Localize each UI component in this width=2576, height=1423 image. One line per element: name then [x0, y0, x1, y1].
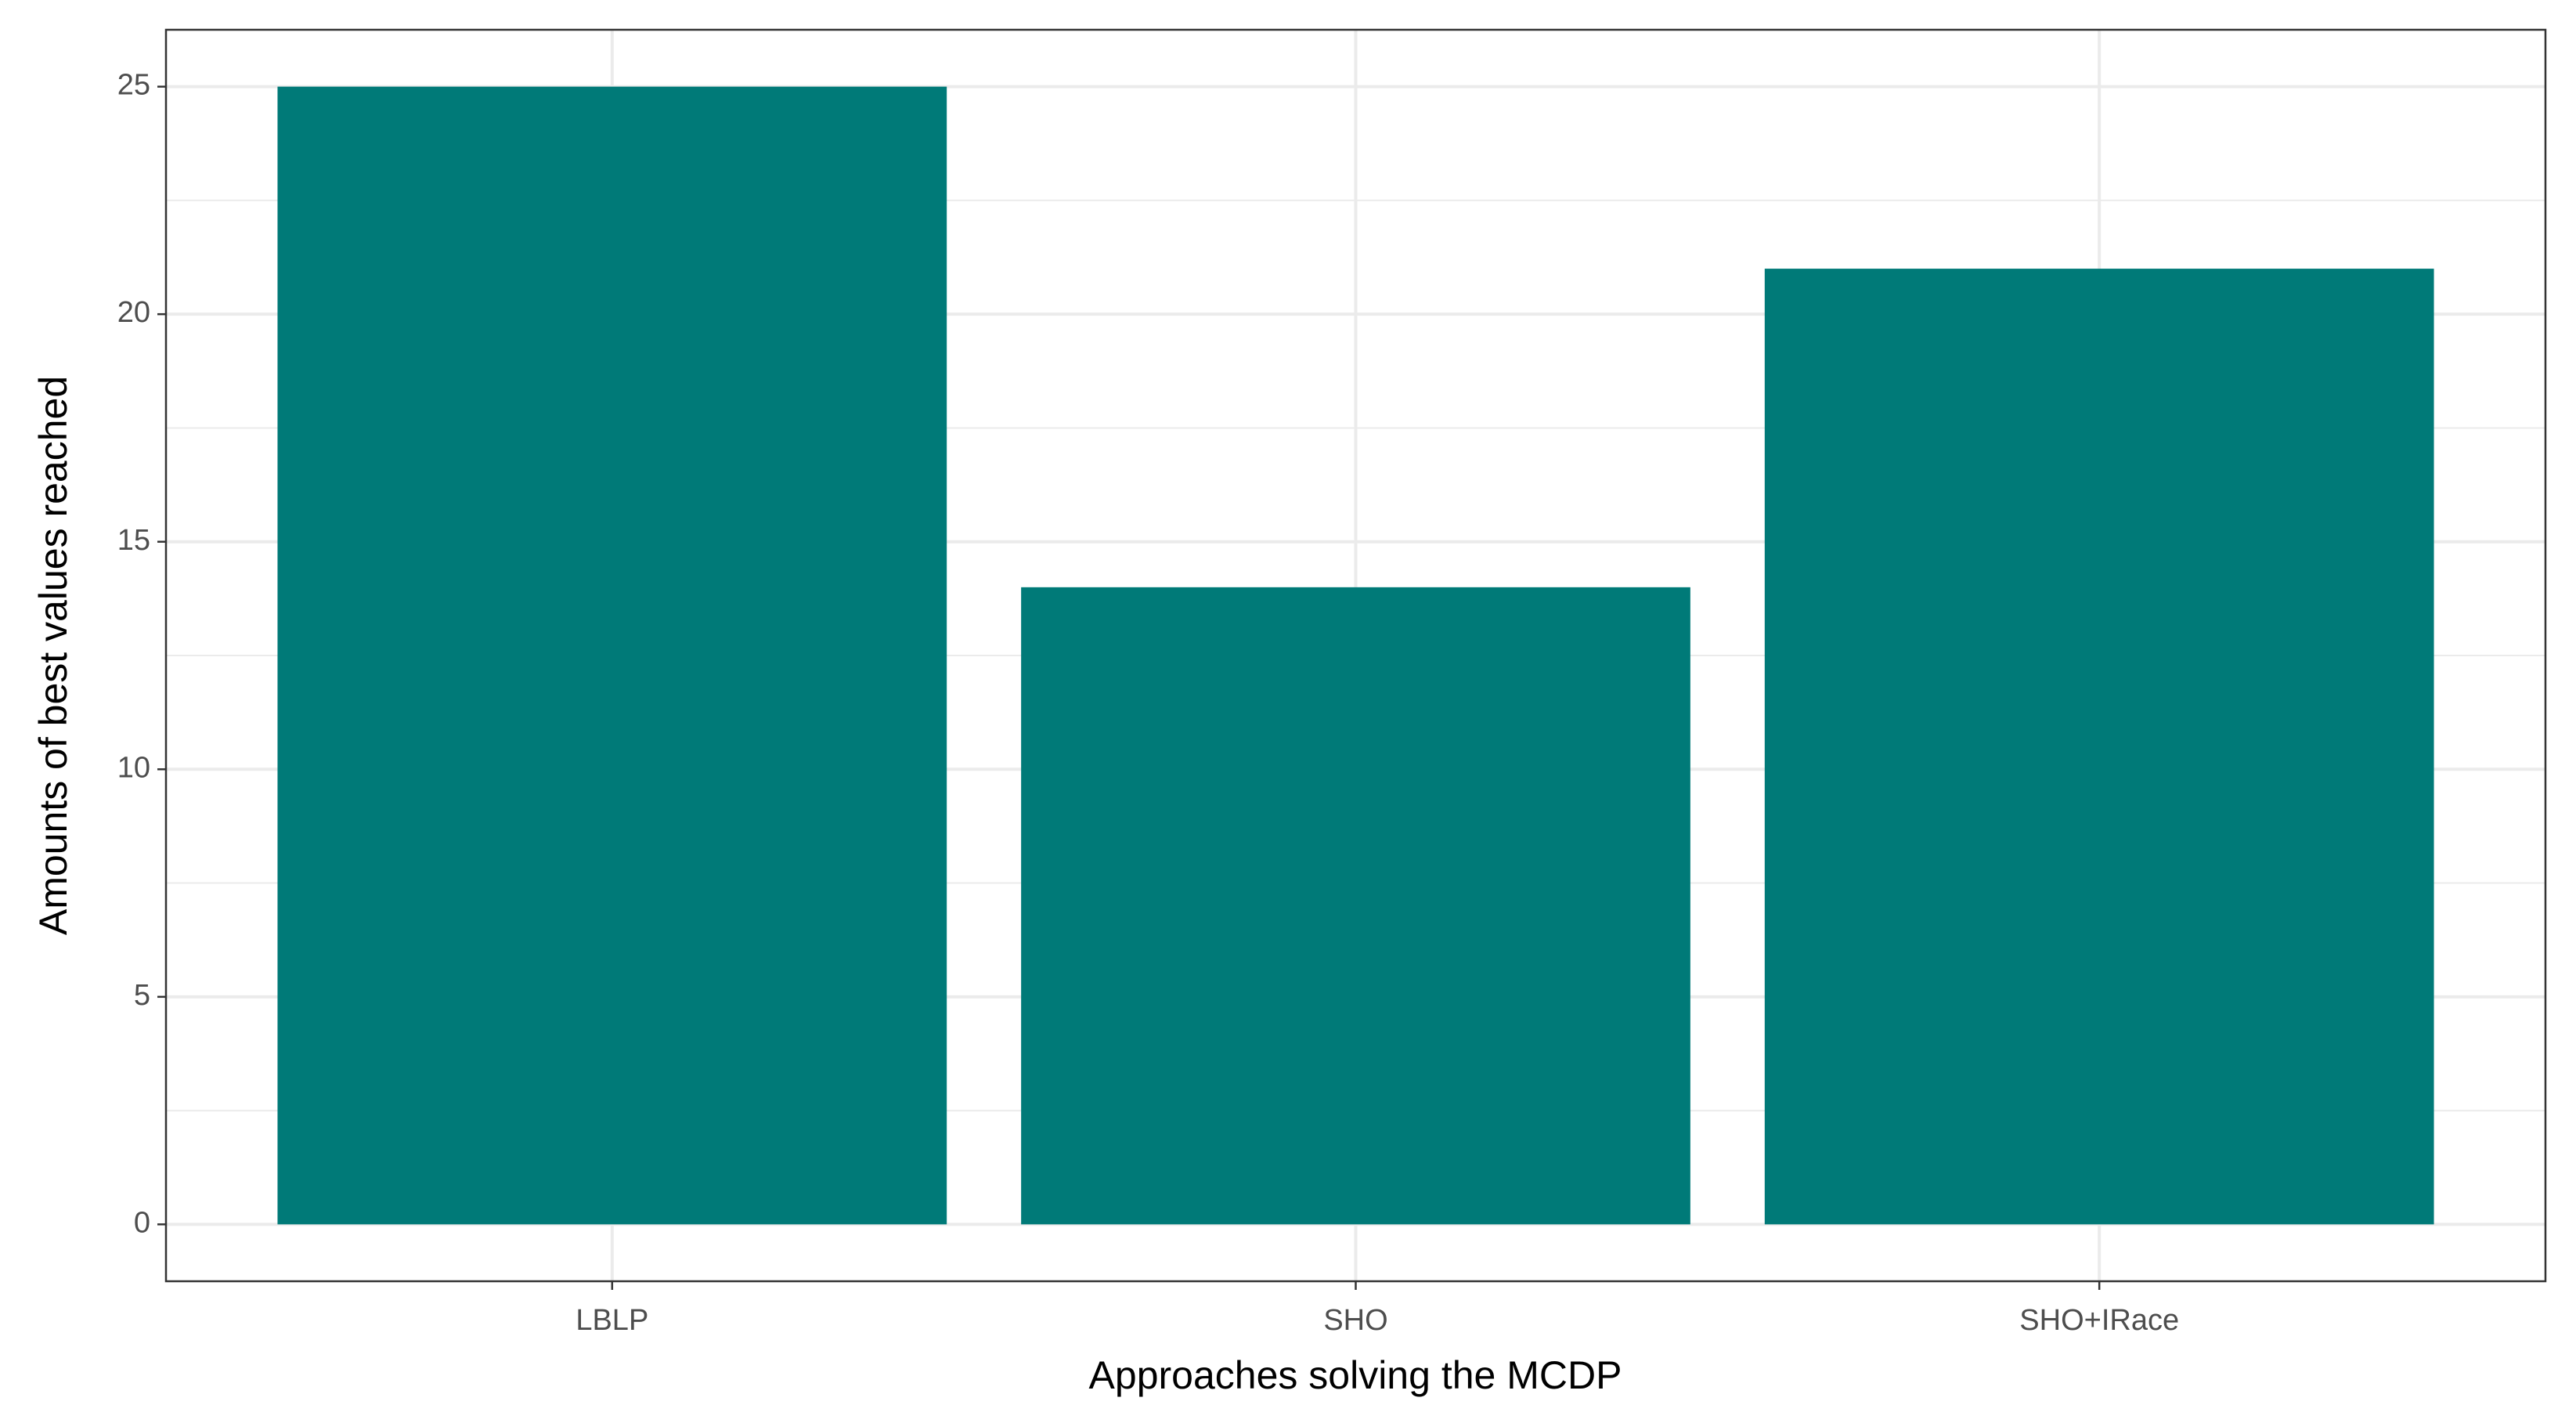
- bar: [277, 86, 947, 1225]
- bar: [1764, 269, 2434, 1225]
- y-axis-title: Amounts of best values reached: [31, 376, 75, 935]
- x-axis-title: Approaches solving the MCDP: [1089, 1353, 1622, 1397]
- y-tick-label: 10: [117, 751, 150, 784]
- y-tick-label: 0: [134, 1206, 150, 1239]
- bars: [277, 86, 2434, 1225]
- x-tick-label: SHO+IRace: [2019, 1304, 2179, 1337]
- bar: [1021, 587, 1690, 1225]
- y-tick-label: 5: [134, 979, 150, 1012]
- y-tick-label: 15: [117, 524, 150, 557]
- y-tick-label: 25: [117, 69, 150, 102]
- y-tick-label: 20: [117, 296, 150, 329]
- x-tick-label: LBLP: [575, 1304, 648, 1337]
- x-tick-label: SHO: [1323, 1304, 1387, 1337]
